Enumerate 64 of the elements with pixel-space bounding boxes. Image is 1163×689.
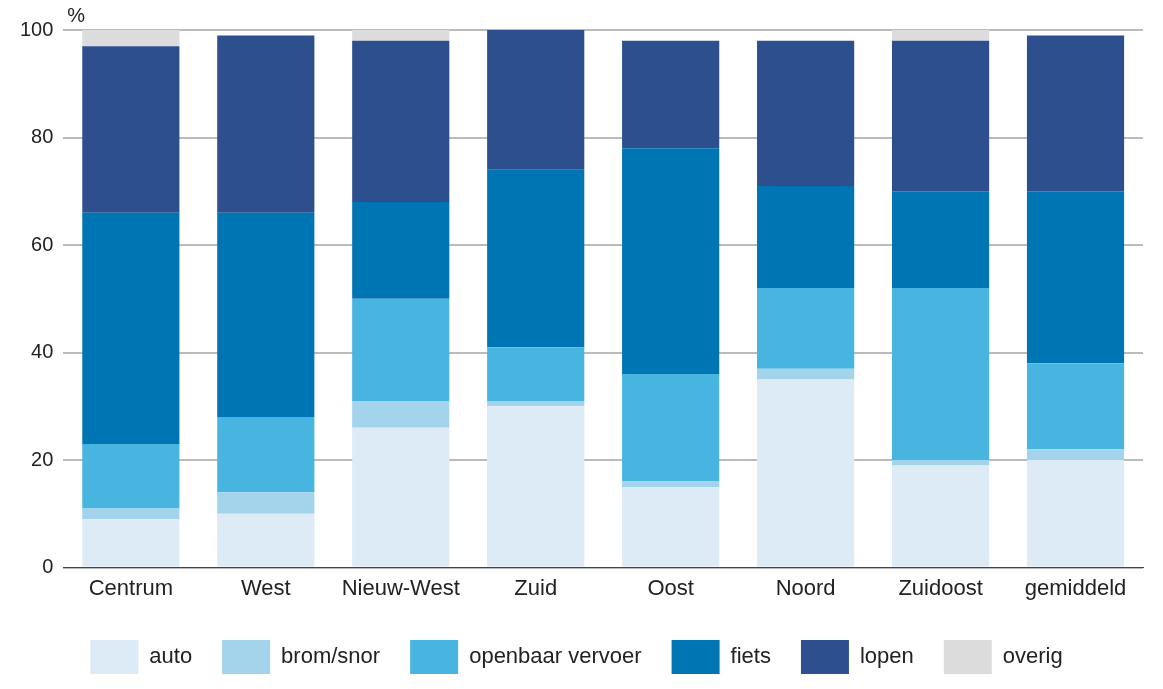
- bar: [757, 368, 855, 380]
- bar: [352, 202, 450, 299]
- y-tick-label: 80: [31, 125, 54, 148]
- bar: [82, 30, 180, 47]
- bar: [352, 40, 450, 203]
- legend-label: fiets: [730, 643, 771, 669]
- bar: [622, 40, 720, 149]
- bar: [622, 481, 720, 487]
- x-tick-label: Oost: [647, 574, 694, 600]
- bar: [82, 519, 180, 567]
- legend-label: brom/snor: [281, 643, 381, 669]
- x-tick-label: Noord: [775, 574, 836, 600]
- bar: [891, 191, 990, 289]
- bar: [82, 46, 180, 213]
- bar: [487, 400, 585, 407]
- bar: [622, 486, 720, 567]
- bar: [891, 465, 990, 567]
- bar: [757, 185, 855, 289]
- bar: [352, 298, 450, 401]
- y-tick-label: 100: [19, 17, 54, 40]
- bar: [217, 513, 315, 567]
- bar: [1026, 363, 1125, 450]
- bar: [622, 374, 720, 482]
- bar: [217, 212, 315, 418]
- bar: [217, 417, 315, 493]
- bar: [622, 148, 720, 375]
- bar: [352, 400, 450, 428]
- legend-label: lopen: [859, 643, 914, 669]
- bar: [1026, 191, 1125, 364]
- bar: [217, 492, 315, 514]
- y-tick-label: 40: [31, 340, 54, 363]
- bar: [757, 288, 855, 369]
- legend-label: auto: [149, 643, 193, 669]
- bar: [352, 427, 450, 567]
- bar: [82, 508, 180, 520]
- bar: [891, 30, 990, 41]
- bar: [757, 40, 855, 186]
- bar: [487, 169, 585, 348]
- bar: [217, 35, 315, 213]
- y-tick-label: 0: [42, 555, 54, 578]
- bar: [82, 212, 180, 444]
- legend-label: openbaar vervoer: [469, 643, 642, 669]
- bar: [487, 30, 585, 170]
- bar: [352, 30, 450, 41]
- y-tick-label: 20: [31, 447, 54, 470]
- x-tick-label: Zuid: [514, 574, 558, 600]
- x-tick-label: West: [240, 574, 291, 600]
- bar: [891, 288, 990, 461]
- bar: [891, 40, 990, 192]
- x-tick-label: Zuidoost: [898, 574, 983, 600]
- bar: [1026, 449, 1125, 461]
- bar: [891, 460, 990, 466]
- legend-label: overig: [1002, 643, 1063, 669]
- x-tick-label: Centrum: [88, 574, 174, 600]
- bar: [1026, 35, 1125, 192]
- bar: [487, 406, 585, 567]
- bar: [1026, 460, 1125, 567]
- x-tick-label: gemiddeld: [1024, 574, 1127, 600]
- x-tick-label: Nieuw-West: [341, 574, 460, 600]
- bar: [757, 379, 855, 567]
- bar: [487, 347, 585, 401]
- y-axis-title: %: [67, 3, 86, 26]
- y-tick-label: 60: [31, 232, 54, 255]
- bar: [82, 443, 180, 509]
